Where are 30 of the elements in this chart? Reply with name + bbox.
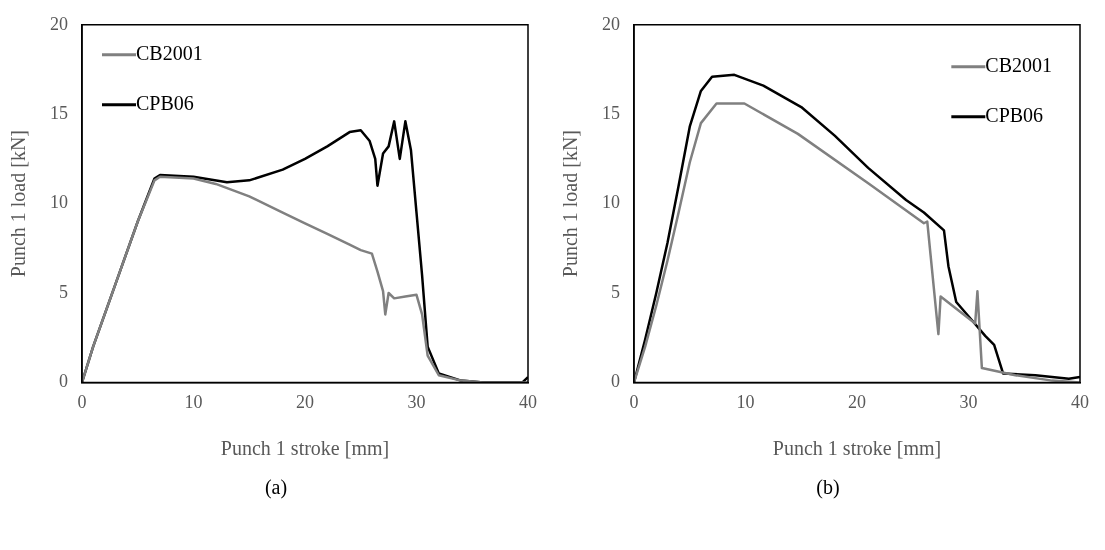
x-axis-title: Punch 1 stroke [mm] [772,437,942,460]
legend-label: CB2001 [985,54,1053,77]
y-axis-title: Punch 1 load [kN] [7,130,30,278]
x-tick-label: 20 [296,391,314,412]
y-tick-label: 5 [59,281,68,302]
y-tick-label: 15 [50,102,68,123]
y-tick-label: 15 [602,102,620,123]
legend-label: CPB06 [985,104,1044,127]
x-tick-label: 0 [77,391,87,412]
y-tick-label: 0 [59,371,68,392]
x-tick-label: 20 [848,391,866,412]
x-tick-label: 30 [407,391,426,412]
x-tick-label: 40 [519,391,537,412]
text: (b) [815,476,841,499]
x-tick-label: 10 [736,391,755,412]
y-tick-label: 0 [611,371,620,392]
x-tick-label: 0 [629,391,639,412]
x-tick-label: 40 [1071,391,1089,412]
y-axis-title: Punch 1 load [kN] [559,130,582,278]
legend-label: CPB06 [136,92,194,115]
text: (a) [263,476,289,499]
x-axis-title: Punch 1 stroke [mm] [220,437,390,460]
y-tick-label: 5 [611,281,620,302]
y-tick-label: 10 [602,192,620,213]
x-tick-label: 10 [184,391,203,412]
x-tick-label: 30 [959,391,978,412]
y-tick-label: 20 [602,13,620,34]
y-tick-label: 10 [50,192,68,213]
y-tick-label: 20 [50,13,68,34]
legend-label: CB2001 [136,42,203,65]
